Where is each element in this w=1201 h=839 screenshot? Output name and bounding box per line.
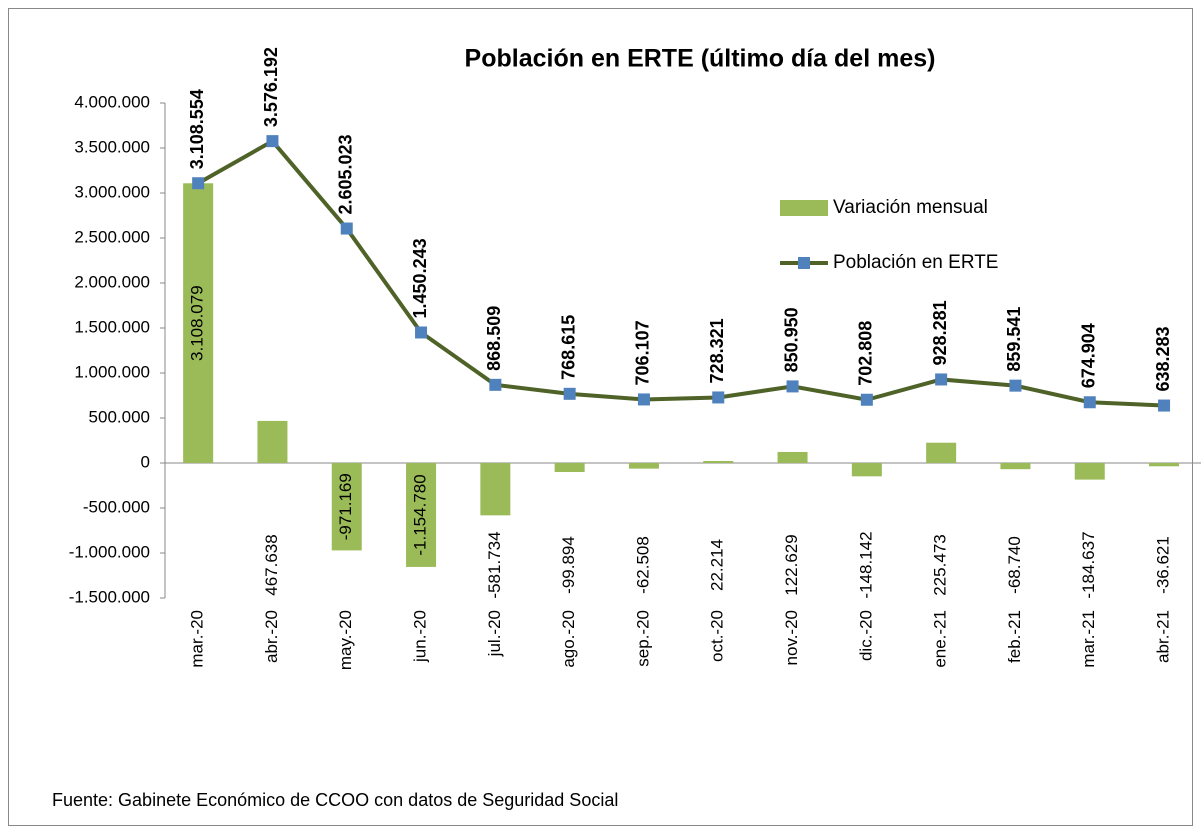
- y-tick-label: 0: [141, 452, 150, 471]
- x-tick-label: abr.-20: [262, 610, 281, 663]
- bar: [851, 463, 882, 477]
- x-tick-label: dic.-20: [856, 610, 875, 661]
- x-tick-label: mar.-20: [188, 610, 207, 668]
- bar: [480, 463, 511, 516]
- y-tick-label: 1.500.000: [74, 317, 150, 336]
- line-marker: [415, 326, 428, 339]
- legend-marker: [798, 257, 810, 269]
- bar-value-label: -99.894: [559, 536, 578, 594]
- bar: [703, 461, 734, 463]
- line-value-label: 1.450.243: [410, 238, 430, 318]
- x-tick-label: oct.-20: [708, 610, 727, 662]
- line-value-label: 728.321: [707, 318, 727, 383]
- bar: [1000, 463, 1031, 470]
- x-tick-label: ene.-21: [931, 610, 950, 668]
- x-tick-label: may.-20: [336, 610, 355, 670]
- line-value-label: 3.576.192: [261, 47, 281, 127]
- x-tick-label: nov.-20: [782, 610, 801, 665]
- line-marker: [340, 222, 353, 235]
- source-note: Fuente: Gabinete Económico de CCOO con d…: [52, 790, 618, 810]
- legend-label: Variación mensual: [833, 197, 988, 218]
- bar: [257, 420, 288, 463]
- x-tick-label: feb.-21: [1005, 610, 1024, 663]
- bar-value-label: -148.142: [856, 531, 875, 598]
- line-value-label: 3.108.554: [187, 89, 207, 169]
- line-value-label: 2.605.023: [336, 134, 356, 214]
- y-tick-label: 2.500.000: [74, 227, 150, 246]
- legend-label: Población en ERTE: [833, 252, 998, 273]
- line-value-label: 702.808: [856, 321, 876, 386]
- bar-value-label: -971.169: [336, 473, 355, 540]
- bar: [183, 183, 214, 463]
- line-value-label: 768.615: [558, 315, 578, 380]
- legend-swatch: [780, 200, 828, 216]
- y-tick-label: -1.000.000: [69, 542, 150, 561]
- bar-value-label: 3.108.079: [188, 285, 207, 361]
- bar-value-label: -36.621: [1154, 536, 1173, 594]
- y-tick-label: 2.000.000: [74, 272, 150, 291]
- line-value-label: 868.509: [484, 306, 504, 371]
- x-tick-label: jun.-20: [411, 610, 430, 663]
- bar-value-label: 22.214: [708, 539, 727, 591]
- x-tick-label: ago.-20: [559, 610, 578, 668]
- y-tick-label: 4.000.000: [74, 92, 150, 111]
- y-tick-label: -500.000: [83, 497, 150, 516]
- line-marker: [860, 393, 873, 406]
- line-value-label: 850.950: [781, 307, 801, 372]
- bar-value-label: -581.734: [485, 531, 504, 598]
- line: [197, 138, 1165, 408]
- x-tick-label: sep.-20: [633, 610, 652, 667]
- line-marker: [489, 378, 502, 391]
- line-marker: [1083, 396, 1096, 409]
- bar: [1149, 463, 1180, 467]
- line-value-label: 859.541: [1004, 307, 1024, 372]
- bar-value-label: 467.638: [262, 534, 281, 595]
- line-marker: [786, 380, 799, 393]
- line-marker: [192, 177, 205, 190]
- line-marker: [1009, 379, 1022, 392]
- bar: [406, 463, 437, 567]
- bar: [926, 442, 957, 463]
- y-tick-label: 3.500.000: [74, 137, 150, 156]
- line-value-label: 928.281: [930, 300, 950, 365]
- bar-value-label: -68.740: [1005, 536, 1024, 594]
- line-marker: [935, 373, 948, 386]
- bar: [777, 451, 808, 463]
- line-value-label: 706.107: [633, 320, 653, 385]
- bar-value-label: -62.508: [633, 536, 652, 594]
- x-tick-label: jul.-20: [485, 610, 504, 657]
- line-marker: [563, 387, 576, 400]
- bar-value-label: -1.154.780: [411, 474, 430, 555]
- x-tick-label: mar.-21: [1079, 610, 1098, 668]
- bar-value-label: 225.473: [931, 534, 950, 595]
- y-tick-label: 3.000.000: [74, 182, 150, 201]
- line-value-label: 638.283: [1153, 326, 1173, 391]
- y-tick-label: -1.500.000: [69, 587, 150, 606]
- chart-title: Población en ERTE (último día del mes): [465, 45, 936, 73]
- bar-value-label: -184.637: [1079, 531, 1098, 598]
- line-value-label: 674.904: [1079, 323, 1099, 388]
- bar: [1074, 463, 1105, 480]
- y-tick-label: 500.000: [89, 407, 150, 426]
- bar-value-label: 122.629: [782, 534, 801, 595]
- line-marker: [637, 393, 650, 406]
- line-marker: [712, 391, 725, 404]
- bar: [554, 463, 585, 472]
- x-tick-label: abr.-21: [1154, 610, 1173, 663]
- y-tick-label: 1.000.000: [74, 362, 150, 381]
- line-marker: [266, 135, 279, 148]
- line-marker: [1158, 399, 1171, 412]
- bar: [628, 463, 659, 469]
- bar: [331, 463, 362, 551]
